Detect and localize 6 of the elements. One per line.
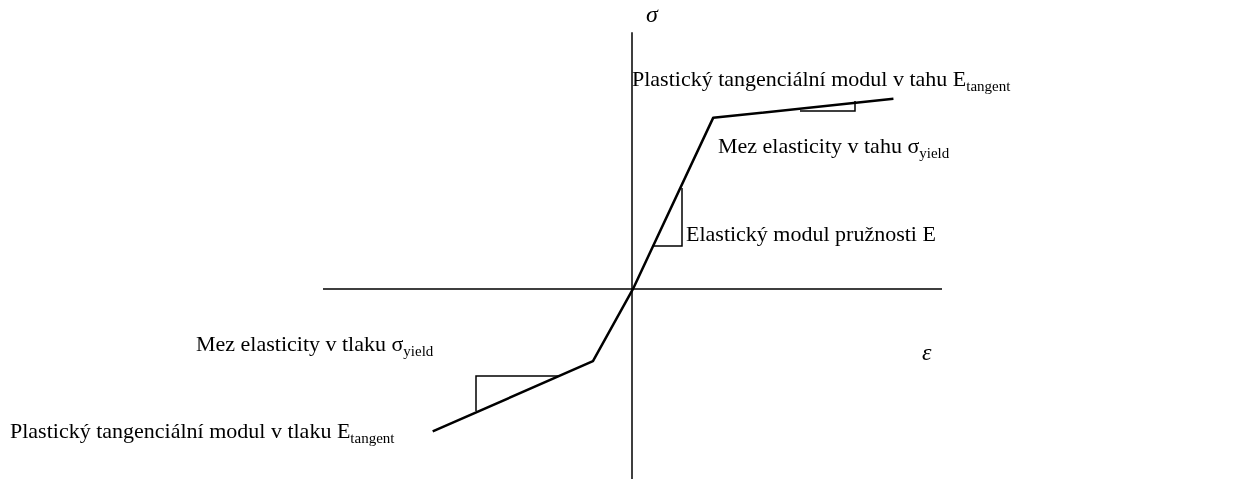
x-axis-title: ε: [922, 339, 932, 365]
y-axis-title: σ: [646, 1, 658, 27]
annotation: Mez elasticity v tahu σ$_{yield}$: [718, 133, 950, 162]
text: Plastický tangenciální modul v tlaku E$_{tangent}$: [10, 418, 395, 447]
annotation: Mez elasticity v tlaku σ$_{yield}$: [196, 331, 434, 360]
annotation: Elastický modul pružnosti E: [686, 221, 936, 246]
